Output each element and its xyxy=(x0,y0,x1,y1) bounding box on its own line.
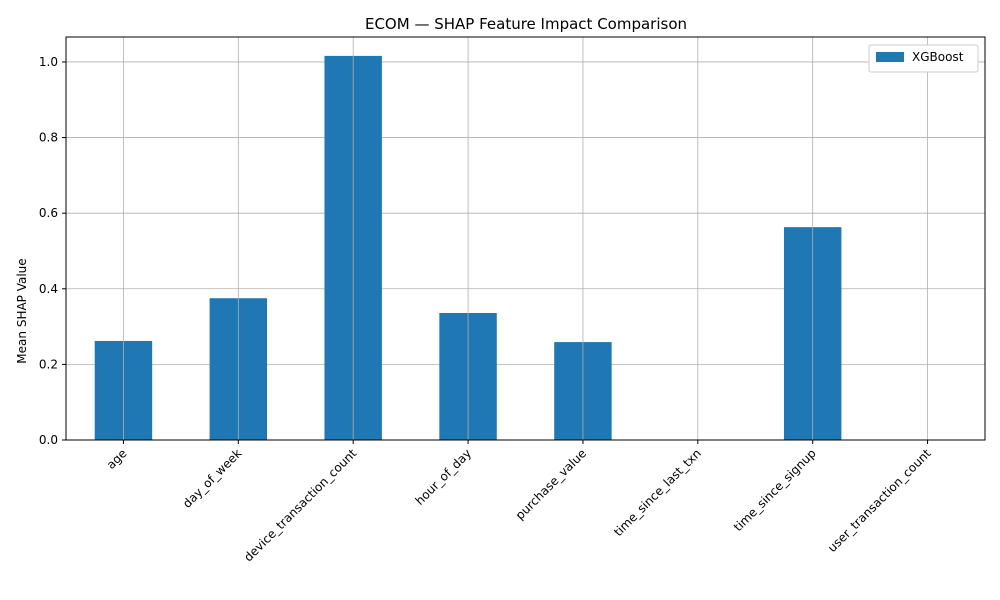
y-tick-label: 0.4 xyxy=(39,282,58,296)
legend-box xyxy=(868,44,979,73)
y-axis-ticks: 0.0 0.2 0.4 0.6 0.8 1.0 xyxy=(39,55,66,447)
x-tick-label: day_of_week xyxy=(180,446,245,511)
y-tick-label: 0.8 xyxy=(39,131,58,145)
x-tick-label: user_transaction_count xyxy=(825,446,934,555)
chart-title: ECOM — SHAP Feature Impact Comparison xyxy=(365,15,687,33)
y-axis-label: Mean SHAP Value xyxy=(15,258,29,363)
x-tick-label: hour_of_day xyxy=(413,446,475,508)
y-tick-label: 0.6 xyxy=(39,206,58,220)
bars xyxy=(94,37,928,441)
y-tick-label: 0.2 xyxy=(39,357,58,371)
x-tick-label: time_since_last_txn xyxy=(611,446,704,539)
x-tick-label: age xyxy=(104,446,130,472)
x-tick-label: purchase_value xyxy=(513,446,589,522)
y-tick-label: 1.0 xyxy=(39,55,58,69)
legend-label: XGBoost xyxy=(912,50,964,64)
plot-frame xyxy=(65,36,986,441)
x-tick-label: time_since_signup xyxy=(731,446,819,534)
x-tick-label: device_transaction_count xyxy=(241,446,359,564)
legend: XGBoost xyxy=(868,44,979,73)
gridlines xyxy=(66,61,985,441)
legend-swatch xyxy=(876,52,904,62)
y-tick-label: 0.0 xyxy=(39,433,58,447)
